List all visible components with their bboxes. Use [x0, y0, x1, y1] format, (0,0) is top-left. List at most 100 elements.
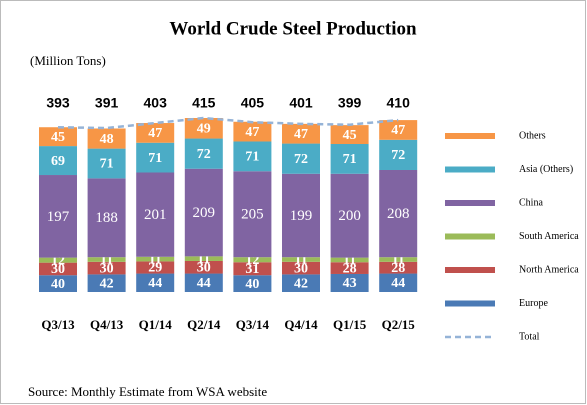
bar-segment [136, 273, 175, 292]
legend-label: Europe [519, 298, 548, 309]
legend-swatch [445, 166, 495, 173]
data-label: 30 [294, 261, 308, 276]
data-label: 49 [197, 121, 211, 136]
bar-segment [87, 178, 126, 258]
legend-label: China [519, 197, 543, 208]
data-label: 47 [148, 126, 162, 141]
data-label: 29 [148, 261, 162, 276]
legend-swatch [445, 233, 495, 240]
data-label: 69 [51, 154, 65, 169]
total-line [57, 116, 399, 130]
data-label: 40 [245, 277, 259, 292]
bar-segment [184, 260, 223, 274]
bar-segment [136, 172, 175, 257]
x-tick-label: Q2/15 [382, 317, 416, 332]
bar-segment [87, 261, 126, 275]
bar-segment [282, 261, 320, 275]
source: Source: Monthly Estimate from WSA websit… [28, 384, 267, 399]
data-label: 45 [343, 128, 357, 143]
bar-segment [233, 275, 272, 292]
data-label: 28 [343, 261, 357, 276]
data-label: 47 [391, 123, 405, 138]
bar-segment [233, 141, 272, 172]
bar-segment [87, 274, 126, 292]
data-label: 30 [100, 261, 114, 276]
bar-segment [184, 118, 223, 139]
bar-segment [233, 257, 272, 263]
legend-label: South America [519, 231, 579, 242]
subtitle: (Million Tons) [30, 53, 106, 68]
bar-segment [184, 168, 223, 257]
data-label: 45 [51, 130, 65, 145]
total-label: 401 [289, 95, 313, 111]
total-label: 399 [338, 95, 362, 111]
total-label: 391 [95, 95, 119, 111]
data-label: 42 [100, 276, 114, 291]
bar-segment [282, 123, 320, 144]
bar-segment [233, 171, 272, 258]
data-label: 197 [47, 209, 70, 225]
bar-segment [184, 256, 223, 261]
x-tick-label: Q3/13 [41, 317, 75, 332]
data-label: 72 [294, 152, 308, 167]
bar-segment [233, 262, 272, 276]
data-label: 30 [197, 260, 211, 275]
data-label: 31 [245, 262, 259, 277]
bar-segment [379, 120, 418, 140]
legend-label: Others [519, 130, 546, 141]
bar-segment [87, 128, 126, 149]
data-label: 44 [197, 276, 211, 291]
data-label: 188 [95, 210, 118, 226]
bar-segment [39, 175, 77, 258]
legend-swatch [445, 200, 495, 206]
data-label: 72 [391, 148, 405, 163]
legend-swatch [445, 300, 495, 307]
bar-segment [282, 173, 320, 258]
bar-segment [233, 121, 272, 142]
bar-segment [379, 273, 418, 292]
bar-segment [136, 142, 175, 173]
bar-segment [379, 257, 418, 262]
data-label: 30 [51, 262, 65, 277]
bar-segment [184, 273, 223, 292]
data-label: 47 [245, 125, 259, 140]
data-label: 71 [245, 150, 259, 165]
data-label: 47 [294, 127, 308, 142]
x-tick-label: Q3/14 [236, 317, 270, 332]
x-tick-label: Q1/15 [333, 317, 367, 332]
data-label: 28 [391, 261, 405, 276]
bar-segment [39, 262, 77, 276]
total-label: 403 [144, 95, 168, 111]
x-tick-label: Q4/14 [284, 317, 318, 332]
data-label: 200 [338, 208, 361, 224]
bar-segment [136, 123, 175, 143]
data-label: 209 [193, 205, 216, 221]
x-tick-label: Q2/14 [187, 317, 221, 332]
bar-segment [39, 275, 77, 292]
x-tick-label: Q4/13 [90, 317, 124, 332]
bar-segment [379, 261, 418, 274]
bar-segment [379, 139, 418, 170]
bar-segment [87, 148, 126, 179]
data-label: 199 [290, 208, 313, 224]
x-tick-label: Q1/14 [139, 317, 173, 332]
data-label: 205 [241, 207, 264, 223]
legend-swatch [445, 133, 495, 139]
bar-segment [282, 143, 320, 174]
data-label: 40 [51, 277, 65, 292]
data-label: 71 [148, 151, 162, 166]
data-label: 44 [148, 276, 162, 291]
bar-segment [184, 138, 223, 169]
bar-segment [330, 273, 369, 292]
data-label: 208 [387, 206, 410, 222]
data-label: 44 [391, 276, 405, 291]
data-label: 43 [343, 276, 357, 291]
bar-segment [87, 257, 126, 262]
bar-segment [282, 274, 320, 292]
bar-segment [330, 257, 369, 263]
legend-label: Asia (Others) [519, 164, 573, 175]
bar-segment [39, 146, 77, 176]
total-label: 405 [241, 95, 265, 111]
data-label: 42 [294, 276, 308, 291]
